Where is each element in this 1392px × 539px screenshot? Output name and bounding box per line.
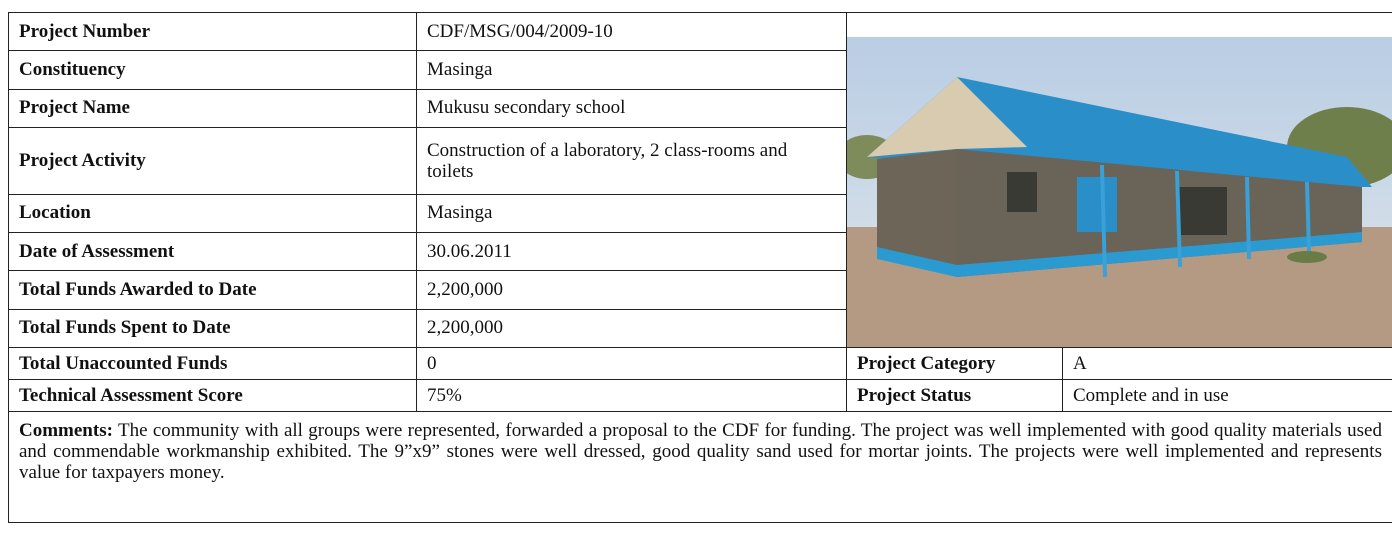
row-label: Constituency	[9, 51, 417, 89]
side-label: Project Category	[847, 348, 1063, 380]
row-value: 2,200,000	[417, 309, 847, 347]
row-label: Date of Assessment	[9, 233, 417, 271]
row-label: Total Funds Awarded to Date	[9, 271, 417, 309]
row-label: Project Number	[9, 13, 417, 51]
row-label: Total Funds Spent to Date	[9, 309, 417, 347]
row-value: 2,200,000	[417, 271, 847, 309]
row-label: Technical Assessment Score	[9, 380, 417, 412]
side-value: Complete and in use	[1063, 380, 1392, 412]
row-value: Masinga	[417, 194, 847, 232]
row-label: Project Activity	[9, 127, 417, 194]
row-label: Total Unaccounted Funds	[9, 348, 417, 380]
comments-row: Comments: The community with all groups …	[9, 412, 1392, 523]
side-value: A	[1063, 348, 1392, 380]
comments-text: The community with all groups were repre…	[19, 420, 1382, 483]
row-value: Masinga	[417, 51, 847, 89]
row-value: Mukusu secondary school	[417, 89, 847, 127]
building-photo	[847, 37, 1392, 347]
row-value: 0	[417, 348, 847, 380]
row-value: 30.06.2011	[417, 233, 847, 271]
row-value: Construction of a laboratory, 2 class-ro…	[417, 127, 847, 194]
photo-cell	[847, 13, 1392, 348]
row-value: CDF/MSG/004/2009-10	[417, 13, 847, 51]
comments-cell: Comments: The community with all groups …	[9, 412, 1392, 523]
row-label: Location	[9, 194, 417, 232]
page: {"table": {"rows": [ ["Project Number", …	[0, 0, 1392, 539]
side-label: Project Status	[847, 380, 1063, 412]
row-label: Project Name	[9, 89, 417, 127]
row-value: 75%	[417, 380, 847, 412]
comments-label: Comments:	[19, 420, 113, 441]
